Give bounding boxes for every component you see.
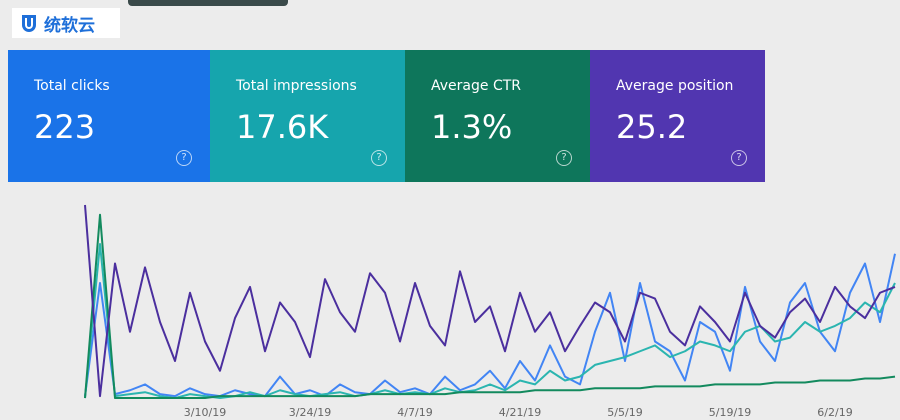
x-tick-label: 3/10/19 — [184, 406, 226, 419]
card-label: Total clicks — [34, 78, 110, 94]
card-value: 223 — [34, 108, 96, 146]
card[interactable]: Average CTR 1.3% ? — [405, 50, 590, 182]
card-label: Total impressions — [236, 78, 357, 94]
card-value: 1.3% — [431, 108, 513, 146]
series-line — [84, 213, 896, 400]
card[interactable]: Total clicks 223 ? — [8, 50, 210, 182]
logo-text: 统软云 — [44, 15, 95, 36]
help-icon[interactable]: ? — [731, 150, 747, 166]
help-icon[interactable]: ? — [176, 150, 192, 166]
card[interactable]: Average position 25.2 ? — [590, 50, 765, 182]
x-tick-label: 4/7/19 — [397, 406, 432, 419]
x-tick-label: 5/19/19 — [709, 406, 751, 419]
x-tick-label: 6/2/19 — [817, 406, 852, 419]
series-line — [84, 204, 896, 398]
help-icon[interactable]: ? — [556, 150, 572, 166]
top-button[interactable] — [128, 0, 288, 6]
x-tick-label: 5/5/19 — [607, 406, 642, 419]
card-label: Average position — [616, 78, 734, 94]
card[interactable]: Total impressions 17.6K ? — [210, 50, 405, 182]
x-tick-label: 3/24/19 — [289, 406, 331, 419]
x-tick-label: 4/21/19 — [499, 406, 541, 419]
metric-cards: Total clicks 223 ? Total impressions 17.… — [8, 50, 765, 182]
card-value: 17.6K — [236, 108, 329, 146]
logo-icon — [22, 15, 36, 32]
series-line — [84, 243, 896, 400]
card-value: 25.2 — [616, 108, 688, 146]
card-label: Average CTR — [431, 78, 521, 94]
series-line — [84, 253, 896, 398]
help-icon[interactable]: ? — [371, 150, 387, 166]
logo: 统软云 — [12, 8, 120, 38]
